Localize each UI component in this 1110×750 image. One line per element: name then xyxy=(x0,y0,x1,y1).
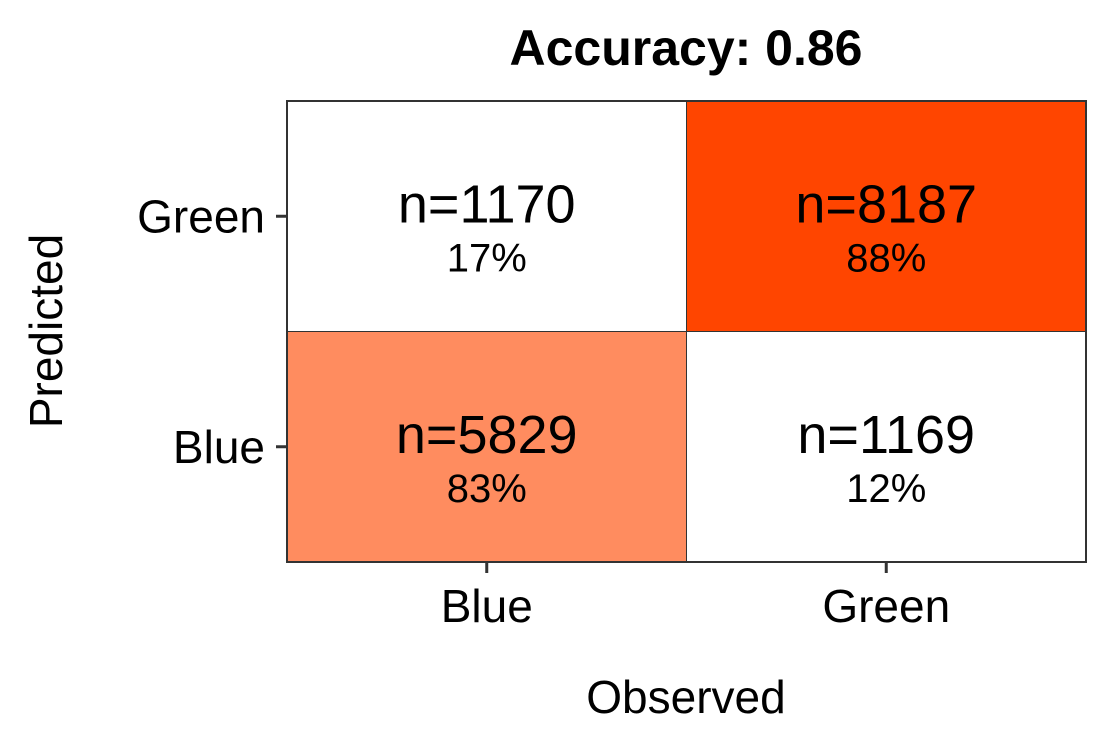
y-tick-label-blue: Blue xyxy=(173,421,265,473)
cell-percent-label-blue-blue: 83% xyxy=(447,467,527,511)
x-tick-label-blue: Blue xyxy=(441,580,533,632)
heatmap-cell-green-blue xyxy=(686,331,1087,563)
heatmap-cell-blue-green xyxy=(286,100,687,332)
heatmap-cell-blue-blue xyxy=(286,331,687,563)
cell-count-label-green-green: n=8187 xyxy=(795,174,977,234)
cell-percent-label-green-green: 88% xyxy=(846,236,926,280)
axis-ticks: Blue Green Blue Green xyxy=(137,190,950,632)
cell-count-label-blue-blue: n=5829 xyxy=(396,405,578,465)
x-tick-label-green: Green xyxy=(822,580,950,632)
cell-count-label-green-blue: n=1169 xyxy=(797,405,975,465)
cell-count-label-blue-green: n=1170 xyxy=(398,174,576,234)
y-tick-label-green: Green xyxy=(137,190,265,242)
heatmap-cell-green-green xyxy=(686,100,1087,332)
chart-title: Accuracy: 0.86 xyxy=(509,20,862,76)
cell-percent-label-green-blue: 12% xyxy=(846,467,926,511)
cell-percent-label-blue-green: 17% xyxy=(447,236,527,280)
y-axis-label: Predicted xyxy=(20,234,72,428)
plot-panel-border xyxy=(286,100,1087,563)
x-axis-label: Observed xyxy=(586,671,785,723)
